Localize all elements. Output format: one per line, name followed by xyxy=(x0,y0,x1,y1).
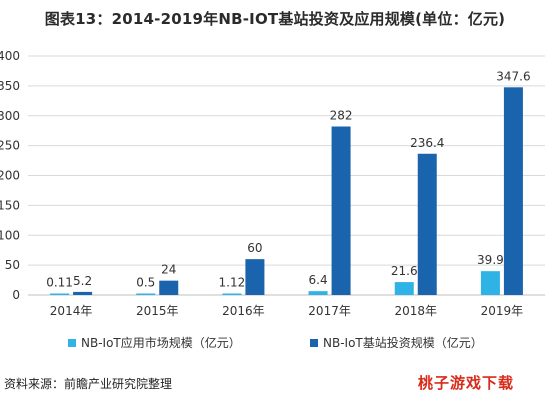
bar xyxy=(417,153,437,295)
x-tick-label: 2017年 xyxy=(308,304,351,318)
data-labels: 0.11 5.2 0.5 24 1.12 60 6.4 282 21.6 236.4 39.9 347… xyxy=(46,69,530,289)
data-label: 1.12 xyxy=(219,276,246,290)
legend: NB-IoT应用市场规模（亿元） NB-IoT基站投资规模（亿元） xyxy=(68,335,483,350)
y-tick-label: 100 xyxy=(0,228,20,242)
data-label: 236.4 xyxy=(410,136,444,150)
x-axis: 2014年 2015年 2016年 2017年 2018年 2019年 xyxy=(50,304,523,318)
chart-title: 图表13：2014-2019年NB-IOT基站投资及应用规模(单位：亿元) xyxy=(44,10,506,28)
legend-label: NB-IoT基站投资规模（亿元） xyxy=(323,335,483,350)
x-tick-label: 2015年 xyxy=(136,304,179,318)
y-tick-label: 150 xyxy=(0,198,20,212)
data-label: 282 xyxy=(330,109,353,123)
y-tick-label: 300 xyxy=(0,109,20,123)
y-tick-label: 50 xyxy=(5,258,20,272)
y-axis: 0 50 100 150 200 250 300 350 400 xyxy=(0,49,20,302)
x-tick-label: 2016年 xyxy=(222,304,265,318)
bar xyxy=(245,259,265,295)
data-label: 0.5 xyxy=(136,276,155,290)
data-label: 5.2 xyxy=(73,274,92,288)
x-tick-label: 2014年 xyxy=(50,304,93,318)
data-label: 24 xyxy=(161,263,176,277)
bar xyxy=(331,126,351,295)
y-tick-label: 350 xyxy=(0,79,20,93)
bar xyxy=(308,291,328,295)
source-note: 资料来源：前瞻产业研究院整理 xyxy=(4,377,173,391)
bar xyxy=(394,282,414,295)
y-tick-label: 0 xyxy=(12,288,20,302)
grid-lines xyxy=(28,55,545,296)
bar xyxy=(136,293,156,295)
legend-label: NB-IoT应用市场规模（亿元） xyxy=(81,335,241,350)
x-tick-label: 2019年 xyxy=(481,304,524,318)
data-label: 6.4 xyxy=(309,273,328,287)
data-label: 347.6 xyxy=(496,69,530,83)
bars xyxy=(50,87,523,296)
bar xyxy=(222,293,242,295)
bar xyxy=(159,280,179,295)
y-tick-label: 400 xyxy=(0,49,20,63)
y-tick-label: 250 xyxy=(0,139,20,153)
data-label: 0.11 xyxy=(46,276,73,290)
legend-swatch xyxy=(310,339,318,347)
watermark-logo: 桃子游戏下载 xyxy=(418,374,515,392)
data-label: 60 xyxy=(247,241,262,255)
bar xyxy=(50,293,70,295)
bar xyxy=(480,271,500,295)
bar xyxy=(503,87,523,296)
legend-swatch xyxy=(68,339,76,347)
x-tick-label: 2018年 xyxy=(394,304,437,318)
data-label: 39.9 xyxy=(477,253,504,267)
data-label: 21.6 xyxy=(391,264,418,278)
y-tick-label: 200 xyxy=(0,169,20,183)
bar xyxy=(73,291,93,295)
